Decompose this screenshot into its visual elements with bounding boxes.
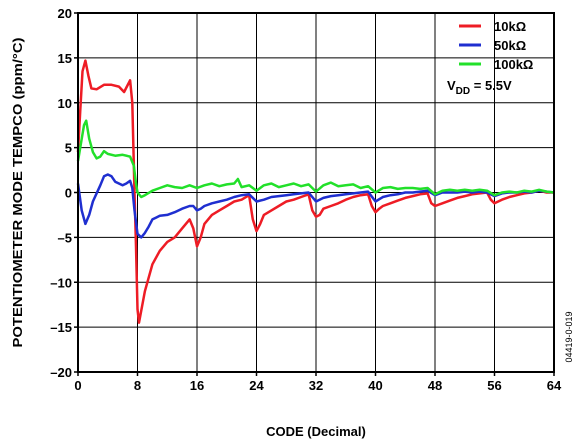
y-tick-label: 20 [58,6,72,21]
series-line [76,59,554,324]
vdd-value: = 5.5V [470,78,512,93]
series-line [76,173,555,239]
x-tick-label: 64 [547,378,562,393]
x-tick-labels: 0 8 16 24 32 40 48 56 64 [74,378,562,393]
y-tick-label: –10 [50,275,72,290]
x-tick-label: 40 [368,378,382,393]
y-tick-label: 15 [58,51,72,66]
vdd-subscript: DD [456,86,470,97]
x-tick-label: 56 [487,378,501,393]
y-tick-label: –20 [50,365,72,380]
x-axis-title: CODE (Decimal) [266,424,366,439]
y-tick-label: –5 [58,230,72,245]
y-tick-label: –15 [50,320,72,335]
legend-label: 100kΩ [494,57,533,72]
vdd-main: V [447,78,456,93]
x-tick-label: 48 [428,378,442,393]
y-tick-labels: –20 –15 –10 –5 0 5 10 15 20 [50,6,72,380]
x-tick-label: 8 [134,378,141,393]
legend-label: 10kΩ [494,19,526,34]
x-tick-label: 0 [74,378,81,393]
x-tick-label: 32 [309,378,323,393]
legend: 10kΩ 50kΩ 100kΩ [459,19,533,72]
legend-label: 50kΩ [494,38,526,53]
x-tick-label: 16 [190,378,204,393]
series-line [76,119,555,199]
y-axis-title: POTENTIOMETER MODE TEMPCO (ppm/°C) [10,38,25,348]
y-tick-label: 10 [58,96,72,111]
tick-marks [74,12,555,376]
figure-id: 04419-0-019 [564,311,574,362]
vdd-annotation: VDD = 5.5V [447,78,512,97]
x-tick-label: 24 [249,378,264,393]
series-layer [76,59,555,324]
y-tick-label: 0 [65,186,72,201]
y-tick-label: 5 [65,141,72,156]
